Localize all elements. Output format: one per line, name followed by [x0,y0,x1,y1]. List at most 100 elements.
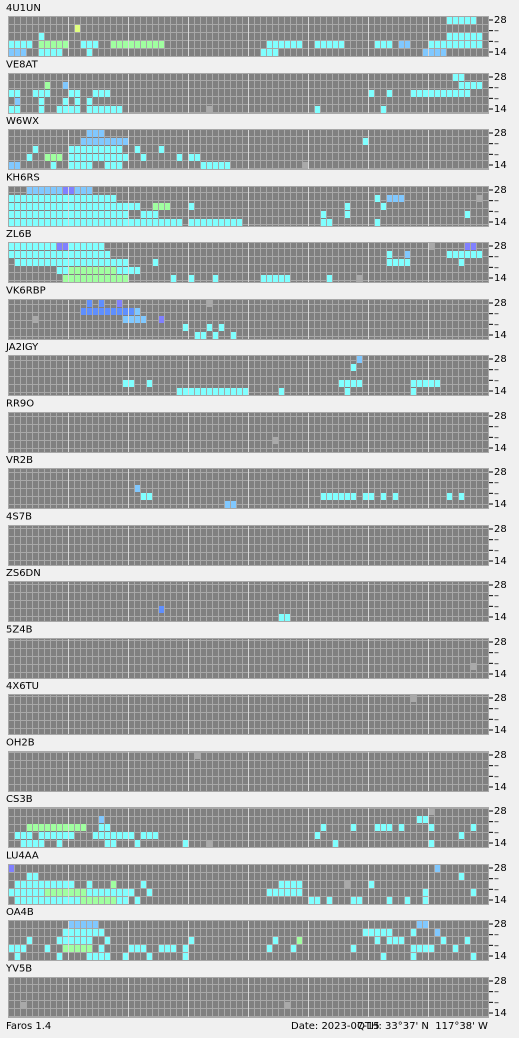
signal-cell [111,41,116,48]
signal-cell [93,889,98,896]
signal-cell [417,921,422,928]
signal-cell [327,275,332,282]
signal-cell [423,889,428,896]
signal-cell [117,41,122,48]
signal-cell [33,243,38,250]
signal-cell [231,332,236,339]
signal-cell [33,316,38,323]
signal-cell [111,889,116,896]
signal-cell [189,388,194,395]
signal-cell [327,219,332,226]
signal-cell [429,41,434,48]
band-label: – [494,375,499,386]
signal-cell [123,154,128,161]
signal-cell [315,832,320,839]
signal-cell [105,219,110,226]
signal-cell [159,945,164,952]
signal-cell [69,889,74,896]
signal-cell [147,211,152,218]
signal-cell [93,243,98,250]
signal-cell [123,953,128,960]
beacon-label: JA2IGY [5,342,39,353]
signal-cell [9,211,14,218]
signal-cell [21,219,26,226]
signal-cell [69,824,74,831]
signal-cell [57,251,62,258]
signal-cell [291,41,296,48]
signal-cell [81,203,86,210]
signal-cell [93,41,98,48]
signal-cell [87,138,92,145]
grid-frame [8,412,489,453]
band-label: – [494,997,499,1008]
signal-cell [99,824,104,831]
signal-cell [63,889,68,896]
signal-cell [81,154,86,161]
signal-cell [15,889,20,896]
signal-cell [81,195,86,202]
band-label: 14 [494,330,507,341]
signal-cell [87,889,92,896]
signal-cell [69,90,74,97]
signal-cell [93,897,98,904]
signal-cell [135,840,140,847]
signal-cell [387,195,392,202]
signal-cell [87,106,92,113]
signal-cell [45,90,50,97]
signal-cell [375,195,380,202]
signal-cell [69,897,74,904]
signal-cell [9,90,14,97]
band-label: – [494,319,499,330]
signal-cell [423,921,428,928]
signal-cell [111,138,116,145]
signal-cell [57,243,62,250]
signal-cell [429,243,434,250]
signal-cell [183,324,188,331]
band-label: – [494,714,499,725]
signal-cell [69,162,74,169]
signal-cell [45,82,50,89]
signal-cell [453,74,458,81]
signal-cell [111,106,116,113]
signal-cell [405,259,410,266]
signal-cell [93,832,98,839]
signal-cell [9,41,14,48]
signal-cell [63,251,68,258]
signal-cell [69,832,74,839]
signal-cell [99,154,104,161]
signal-cell [363,493,368,500]
signal-cell [345,211,350,218]
signal-cell [87,259,92,266]
signal-cell [93,146,98,153]
signal-cell [81,138,86,145]
band-label: – [494,591,499,602]
signal-cell [93,130,98,137]
signal-cell [27,41,32,48]
signal-cell [105,211,110,218]
signal-cell [105,953,110,960]
signal-cell [51,154,56,161]
signal-cell [87,300,92,307]
signal-cell [99,929,104,936]
band-label: – [494,648,499,659]
signal-cell [459,90,464,97]
signal-cell [39,259,44,266]
signal-cell [423,49,428,56]
signal-cell [141,219,146,226]
signal-cell [33,897,38,904]
signal-cell [459,832,464,839]
band-label: 14 [494,160,507,171]
signal-cell [75,98,80,105]
signal-cell [435,865,440,872]
signal-cell [123,316,128,323]
signal-cell [471,17,476,24]
signal-cell [405,41,410,48]
signal-cell [63,881,68,888]
signal-cell [315,897,320,904]
signal-cell [75,897,80,904]
signal-cell [195,154,200,161]
signal-cell [399,259,404,266]
signal-cell [153,41,158,48]
band-label: 28 [494,467,507,478]
signal-cell [111,267,116,274]
